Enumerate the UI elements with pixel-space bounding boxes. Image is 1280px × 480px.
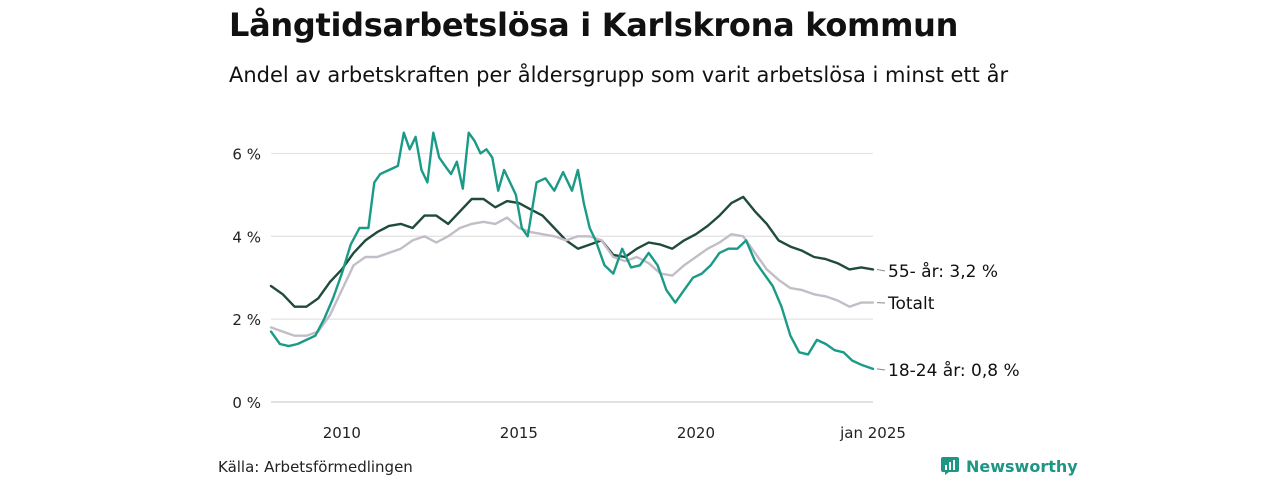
chart-title: Långtidsarbetslösa i Karlskrona kommun <box>229 6 959 44</box>
line-chart: 0 % 2 % 4 % 6 % 2010 2015 2020 jan 2025 55- år:… <box>232 131 1020 442</box>
y-tick-label: 2 % <box>232 311 261 329</box>
series-end-label: 55- år: 3,2 % <box>888 261 998 282</box>
chart-subtitle: Andel av arbetskraften per åldersgrupp s… <box>229 63 1009 87</box>
brand-name: Newsworthy <box>966 456 1078 476</box>
newsworthy-logo-icon <box>941 457 959 475</box>
y-tick-label: 6 % <box>232 145 261 163</box>
series-line <box>269 131 875 371</box>
end-label-connector <box>876 268 886 272</box>
x-tick-label: 2015 <box>500 424 538 442</box>
series-line <box>269 195 875 308</box>
end-label-connector <box>876 368 886 371</box>
grid-layer: 0 % 2 % 4 % 6 % 2010 2015 2020 jan 2025 <box>232 145 905 442</box>
brand-logo: Newsworthy <box>940 456 1078 476</box>
end-label-layer: 55- år: 3,2 % Totalt 18-24 år: 0,8 % <box>876 261 1020 381</box>
series-end-label: 18-24 år: 0,8 % <box>888 360 1020 381</box>
x-tick-label: 2010 <box>323 424 361 442</box>
series-layer <box>269 131 875 371</box>
x-tick-label: 2020 <box>677 424 715 442</box>
series-line <box>269 216 875 337</box>
source-note: Källa: Arbetsförmedlingen <box>218 458 413 476</box>
y-tick-label: 0 % <box>232 394 261 412</box>
x-tick-label: jan 2025 <box>839 424 906 442</box>
y-tick-label: 4 % <box>232 228 261 246</box>
series-end-label: Totalt <box>887 294 935 314</box>
